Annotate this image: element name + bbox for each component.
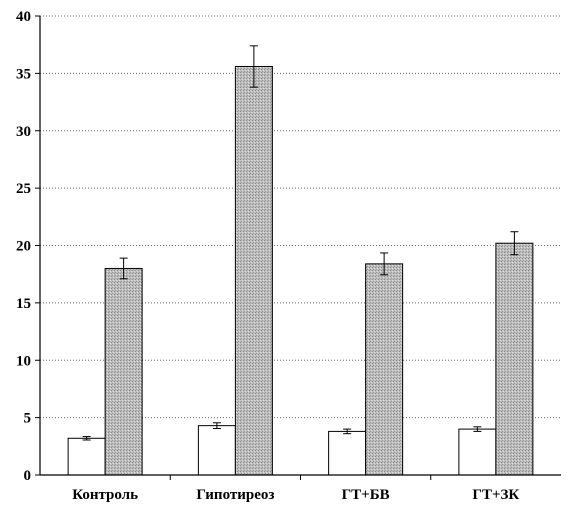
y-tick-label: 15 [16, 296, 31, 312]
y-tick-labels: 0 5 10 15 20 25 30 35 40 [16, 9, 31, 484]
y-tick-label: 30 [16, 124, 31, 140]
bar-series1-0 [67, 437, 106, 476]
category-label: Гипотиреоз [196, 487, 274, 503]
bar-series1-1 [197, 425, 236, 476]
y-tick-label: 35 [16, 66, 31, 82]
axes [35, 15, 561, 480]
y-tick-label: 25 [16, 181, 31, 197]
y-tick-label: 0 [24, 468, 32, 484]
category-label: ГТ+ЗК [472, 487, 519, 503]
bar-series2-1 [234, 65, 273, 476]
bar-series1-2 [328, 430, 367, 476]
x-category-labels: Контроль Гипотиреоз ГТ+БВ ГТ+ЗК [72, 487, 519, 503]
bar-series2-0 [104, 267, 143, 476]
y-tick-label: 5 [24, 411, 32, 427]
y-tick-label: 20 [16, 239, 31, 255]
bar-series1-3 [458, 428, 497, 476]
bars [67, 45, 534, 476]
y-tick-label: 40 [16, 9, 31, 25]
bar-series2-2 [365, 263, 404, 476]
category-label: ГТ+БВ [342, 487, 390, 503]
category-label: Контроль [72, 487, 138, 503]
bar-series2-3 [495, 242, 534, 476]
y-tick-label: 10 [16, 353, 31, 369]
